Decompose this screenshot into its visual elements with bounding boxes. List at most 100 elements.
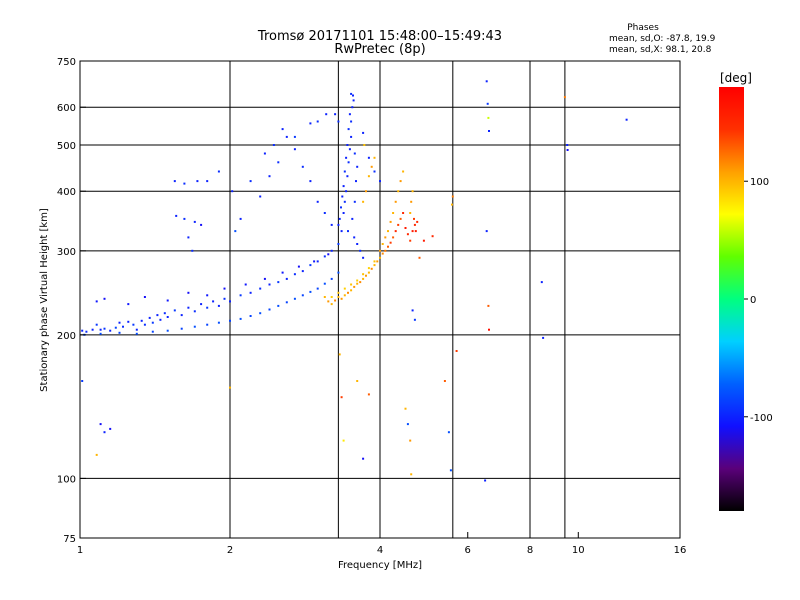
data-point [394,230,397,233]
data-point [355,180,357,183]
data-point [183,217,186,220]
data-point [234,230,237,233]
x-tick-label: 8 [527,545,533,556]
data-point [353,152,356,155]
data-point [409,212,412,214]
data-point [414,230,417,233]
data-point [187,291,190,294]
data-point [487,304,490,307]
data-point [387,245,389,248]
data-point [159,318,162,321]
data-point [348,148,351,151]
data-point [409,439,412,442]
data-point [193,325,196,328]
data-point [402,212,405,214]
data-point [343,287,346,290]
data-point [272,144,275,146]
data-point [143,323,146,326]
data-point [143,296,146,298]
data-point [223,287,226,290]
data-point [223,297,226,300]
data-point [206,294,209,297]
data-point [345,190,348,193]
data-point [268,283,271,286]
data-point [337,223,340,226]
data-point [367,267,370,270]
data-point [166,329,169,332]
colorbar: [deg] [719,71,752,511]
data-point [118,331,121,334]
data-point [362,131,365,134]
data-point [166,316,169,318]
data-point [309,290,312,293]
colorbar-tick-label: 0 [750,295,756,306]
data-point [384,236,387,239]
data-point [217,304,220,307]
data-point [376,260,379,263]
data-point [193,220,196,223]
data-point [316,287,319,290]
data-point [449,469,452,472]
data-point [191,249,194,252]
data-point [431,235,434,238]
y-tick-label: 750 [57,57,76,68]
data-point [356,279,359,282]
data-point [309,264,312,267]
data-point [342,439,345,442]
data-point [362,457,365,460]
data-point [249,315,252,317]
y-tick-label: 200 [57,331,76,342]
data-point [353,285,356,288]
data-point [337,271,340,274]
data-point [206,306,209,309]
data-point [348,113,351,116]
data-point [404,227,407,229]
data-point [99,328,102,331]
data-point [217,321,220,324]
data-point [379,180,381,183]
data-point [540,281,543,284]
data-point [140,319,143,322]
data-point [367,393,370,396]
data-point [99,332,102,335]
data-points [81,80,628,482]
data-point [259,287,262,290]
colorbar-tick-label: 100 [750,177,769,188]
data-point [293,135,296,138]
data-point [183,182,186,185]
phase-box-line-x: mean, sd,X: 98.1, 20.8 [609,45,712,55]
data-point [297,265,300,268]
data-point [347,291,349,294]
data-point [316,260,319,263]
data-point [350,283,353,286]
data-point [343,200,346,203]
data-point [285,135,288,138]
data-point [484,479,487,482]
data-point [379,249,381,252]
data-point [200,223,203,226]
data-point [95,323,98,326]
data-point [135,332,138,335]
data-point [350,289,353,292]
data-point [451,195,454,198]
data-point [327,253,330,256]
y-tick-label: 600 [57,103,76,114]
data-point [323,296,326,298]
data-point [399,217,402,220]
data-point [340,206,342,209]
data-point [95,453,98,456]
data-point [277,281,280,284]
data-point [353,200,356,203]
x-axis-label: Frequency [MHz] [338,560,422,571]
data-point [392,236,395,239]
data-point [488,130,490,132]
data-point [196,180,199,183]
data-point [200,303,203,306]
chart-subtitle: RwPretec (8p) [334,42,425,57]
data-point [350,120,353,123]
data-point [166,299,169,302]
data-point [542,336,545,339]
data-point [180,327,183,330]
data-point [356,282,359,285]
